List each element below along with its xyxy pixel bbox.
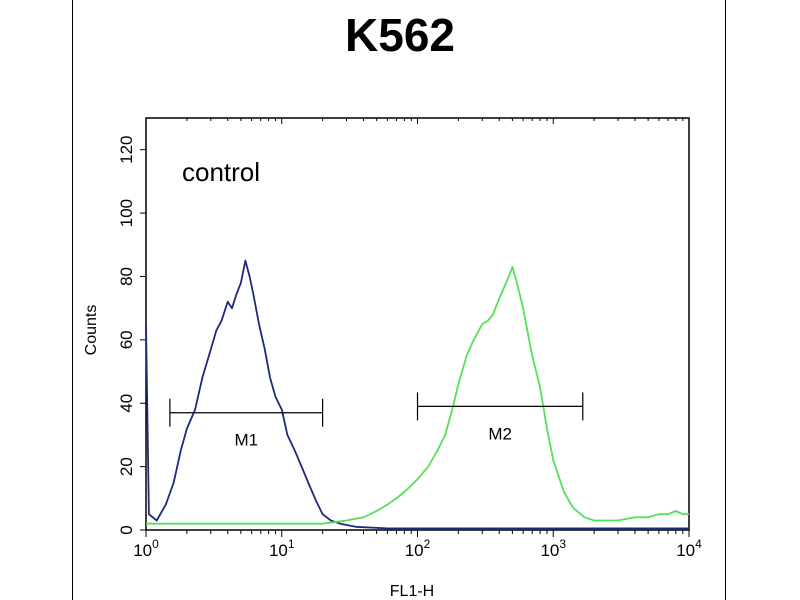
control-annotation: control [182, 157, 260, 187]
tick-labels: 0 20 40 60 80 100 120 100 101 102 103 104 [117, 136, 702, 560]
y-tick-label-20: 20 [117, 457, 136, 476]
histogram-series-1 [145, 259, 689, 530]
y-tick-label-60: 60 [117, 330, 136, 349]
marker-label-m1: M1 [234, 431, 258, 450]
gate-markers: M1 M2 [169, 392, 584, 450]
y-tick-label-0: 0 [117, 525, 136, 534]
y-tick-label-120: 120 [117, 136, 136, 164]
axis-ticks [140, 118, 690, 537]
marker-m2: M2 [416, 392, 584, 443]
y-axis-label: Counts [83, 305, 100, 356]
x-tick-label-100: 102 [405, 537, 431, 560]
x-axis-label: FL1-H [390, 583, 434, 600]
series-layer [145, 259, 689, 530]
y-tick-label-40: 40 [117, 394, 136, 413]
x-tick-label-1: 100 [133, 537, 159, 560]
marker-m1: M1 [169, 398, 324, 450]
histogram-series-2 [146, 266, 689, 525]
plot-area [145, 117, 690, 531]
x-tick-label-10: 101 [269, 537, 295, 560]
x-tick-label-1000: 103 [540, 537, 566, 560]
figure-frame [72, 0, 726, 600]
y-tick-label-80: 80 [117, 267, 136, 286]
marker-label-m2: M2 [488, 424, 512, 443]
y-tick-label-100: 100 [117, 199, 136, 227]
chart-title: K562 [345, 9, 455, 61]
x-tick-label-10000: 104 [676, 537, 702, 560]
